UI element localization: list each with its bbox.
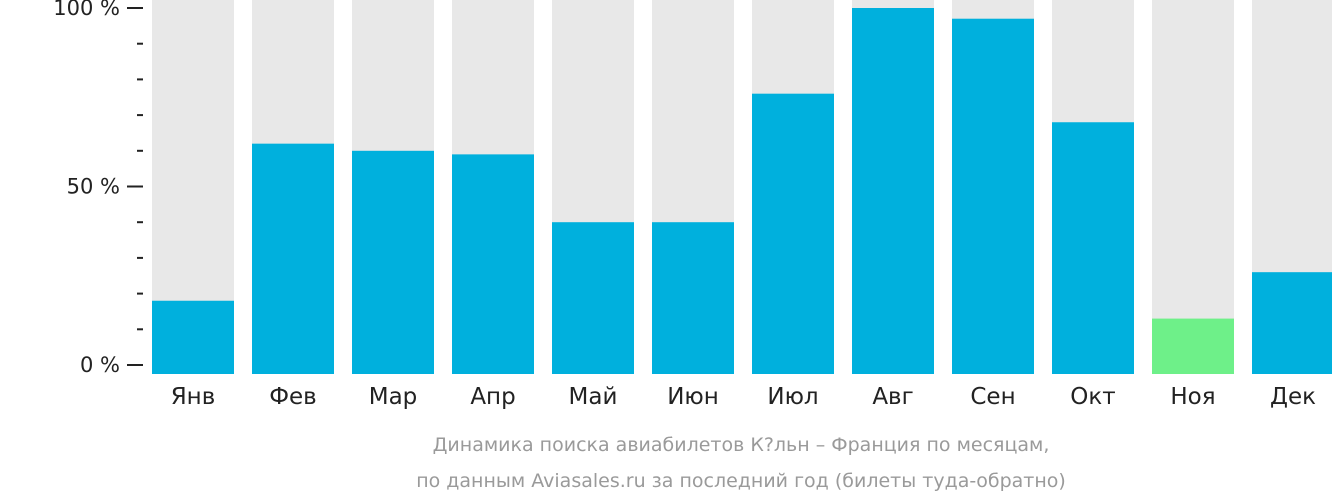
x-tick-label: Июл <box>767 384 818 410</box>
y-axis: 100 % 50 % 0 % <box>53 0 143 377</box>
y-tick-label: 0 % <box>80 353 120 377</box>
bar-1 <box>152 300 234 374</box>
x-tick-label: Дек <box>1270 384 1316 410</box>
x-tick-label: Май <box>569 384 618 410</box>
bar-3 <box>352 150 434 374</box>
bar-6 <box>652 222 734 374</box>
x-tick-label: Авг <box>872 384 913 410</box>
x-tick-label: Янв <box>171 384 216 410</box>
y-tick-label: 100 % <box>53 0 120 20</box>
bar-11 <box>1152 318 1234 374</box>
bar-7 <box>752 93 834 375</box>
bar-12 <box>1252 272 1332 374</box>
bar-background <box>1152 0 1234 374</box>
x-tick-label: Ноя <box>1170 384 1215 410</box>
bar-10 <box>1052 122 1134 375</box>
bar-9 <box>952 18 1034 375</box>
bars <box>152 0 1332 375</box>
bar-8 <box>852 8 934 374</box>
bar-5 <box>552 222 634 374</box>
chart-caption-line-2: по данным Aviasales.ru за последний год … <box>416 470 1066 492</box>
y-tick-label: 50 % <box>67 175 120 199</box>
x-tick-label: Июн <box>667 384 719 410</box>
bar-4 <box>452 154 534 374</box>
x-tick-label: Мар <box>369 384 418 410</box>
bar-2 <box>252 143 334 374</box>
x-axis-labels: Янв Фев Мар Апр Май Июн Июл Авг Сен Окт Ноя Дек <box>171 384 1316 410</box>
x-tick-label: Фев <box>269 384 317 410</box>
chart-caption-line-1: Динамика поиска авиабилетов К?льн – Фран… <box>433 434 1050 456</box>
x-tick-label: Апр <box>470 384 515 410</box>
x-tick-label: Сен <box>970 384 1015 410</box>
x-tick-label: Окт <box>1070 384 1115 410</box>
